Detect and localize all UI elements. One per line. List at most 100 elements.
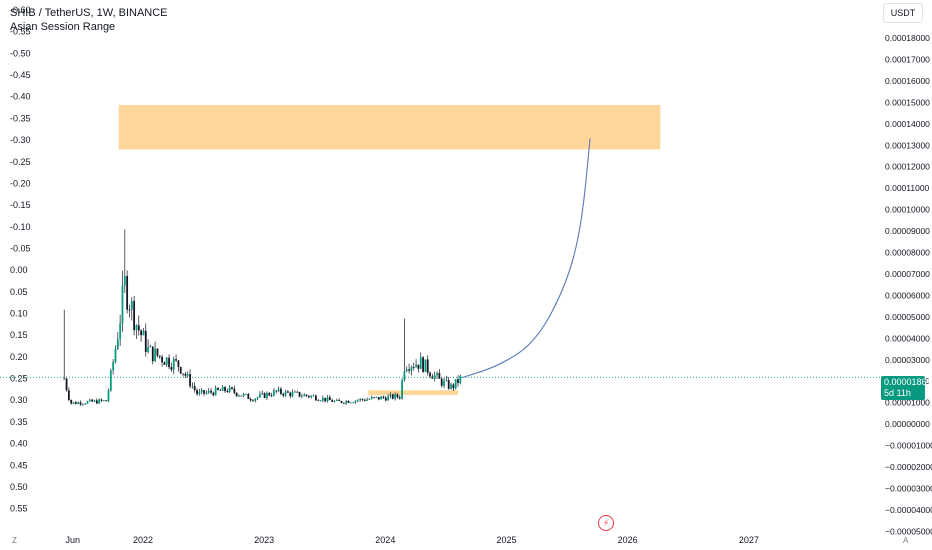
candle-body [373, 397, 376, 399]
candle-body [79, 402, 82, 405]
candle-body [200, 390, 203, 392]
candle-body [130, 300, 133, 311]
left-tick-label: 0.25 [10, 374, 28, 384]
time-tick-label: Jun [65, 535, 80, 545]
candle-body [273, 390, 275, 396]
candle-body [436, 373, 438, 376]
candle-body [102, 400, 105, 402]
candle-body [419, 357, 422, 369]
right-tick-label: 0.00012000 [885, 162, 930, 172]
candle-body [214, 387, 217, 396]
candle-body [252, 400, 254, 402]
candle-body [394, 394, 397, 399]
candle-body [307, 395, 310, 398]
candle-body [207, 390, 210, 393]
candle-body [294, 391, 296, 393]
candle-body [422, 357, 424, 372]
candle-body [345, 401, 348, 404]
candle-body [189, 374, 191, 387]
candle-body [196, 390, 198, 395]
candle-body [277, 388, 280, 392]
candle-body [249, 398, 252, 401]
candle-body [387, 396, 390, 401]
candle-body [401, 380, 403, 399]
candle-body [263, 393, 266, 398]
candle-body [126, 275, 129, 310]
left-tick-label: -0.40 [10, 92, 31, 102]
candle-body [289, 392, 292, 397]
candle-body [298, 391, 301, 397]
candle-body [109, 370, 112, 391]
candle-body [226, 391, 229, 393]
candle-body [270, 395, 273, 397]
left-tick-label: 0.30 [10, 395, 28, 405]
left-tick-label: -0.50 [10, 48, 31, 58]
candle-body [259, 394, 261, 398]
candle-body [403, 371, 406, 381]
candle-body [382, 396, 385, 398]
candle-body [396, 394, 399, 398]
last-price-tag: 0.00001861 5d 11h [881, 376, 932, 400]
candle-body [95, 400, 98, 404]
candle-body [135, 325, 138, 331]
right-tick-label: 0.00006000 [885, 290, 930, 300]
lightning-icon[interactable]: ⚡ [598, 515, 614, 531]
candle-body [324, 397, 327, 402]
candle-body [184, 373, 187, 376]
candle-body [287, 391, 289, 393]
candle-body [133, 300, 136, 331]
candle-body [415, 364, 417, 368]
projection-curve-group [461, 138, 591, 379]
left-tick-label: -0.45 [10, 70, 31, 80]
candle-body [210, 390, 212, 393]
candle-body [256, 397, 259, 399]
candle-body [410, 367, 413, 371]
left-tick-label: 0.35 [10, 417, 28, 427]
time-tick-label: 2023 [254, 535, 274, 545]
time-tick-label: 2024 [375, 535, 395, 545]
candle-body [331, 400, 334, 402]
candle-body [203, 390, 205, 394]
candle-body [438, 373, 441, 379]
left-tick-label: 0.15 [10, 330, 28, 340]
candle-body [424, 359, 427, 372]
candle-body [417, 364, 420, 369]
indicator-label[interactable]: Asian Session Range [10, 21, 116, 33]
candle-body [81, 404, 84, 405]
candle-body [335, 399, 338, 401]
right-tick-label: 0.00003000 [885, 355, 930, 365]
zones [118, 104, 661, 396]
last-price-value: 0.00001861 [884, 377, 932, 387]
right-tick-label: 0.00007000 [885, 269, 930, 279]
candle-body [284, 391, 287, 396]
candle-body [219, 389, 222, 391]
left-tick-label: -0.60 [10, 5, 31, 15]
candle-body [384, 397, 387, 401]
left-tick-label: -0.20 [10, 178, 31, 188]
currency-button[interactable]: USDT [883, 3, 923, 23]
candle-body [114, 349, 117, 363]
candle-body [368, 399, 371, 400]
candle-body [70, 400, 73, 404]
candle-body [433, 375, 436, 379]
candle-body [240, 395, 243, 397]
right-tick-label: 0.00010000 [885, 205, 930, 215]
candle-body [380, 396, 383, 400]
candle-body [77, 402, 80, 404]
corner-right-label[interactable]: A [903, 536, 909, 545]
candle-body [266, 393, 268, 398]
candle-body [268, 393, 271, 396]
candle-body [163, 362, 166, 365]
right-tick-label: −0.00004000 [885, 505, 932, 515]
candle-body [63, 378, 66, 380]
candle-body [121, 285, 124, 324]
candle-body [186, 374, 189, 376]
candle-body [310, 395, 313, 398]
left-tick-label: 0.45 [10, 460, 28, 470]
corner-left-label[interactable]: Z [12, 536, 17, 545]
candle-body [123, 275, 126, 286]
left-tick-label: 0.05 [10, 287, 28, 297]
symbol-title[interactable]: SHIB / TetherUS, 1W, BINANCE [10, 7, 168, 19]
projection-curve [461, 138, 591, 379]
